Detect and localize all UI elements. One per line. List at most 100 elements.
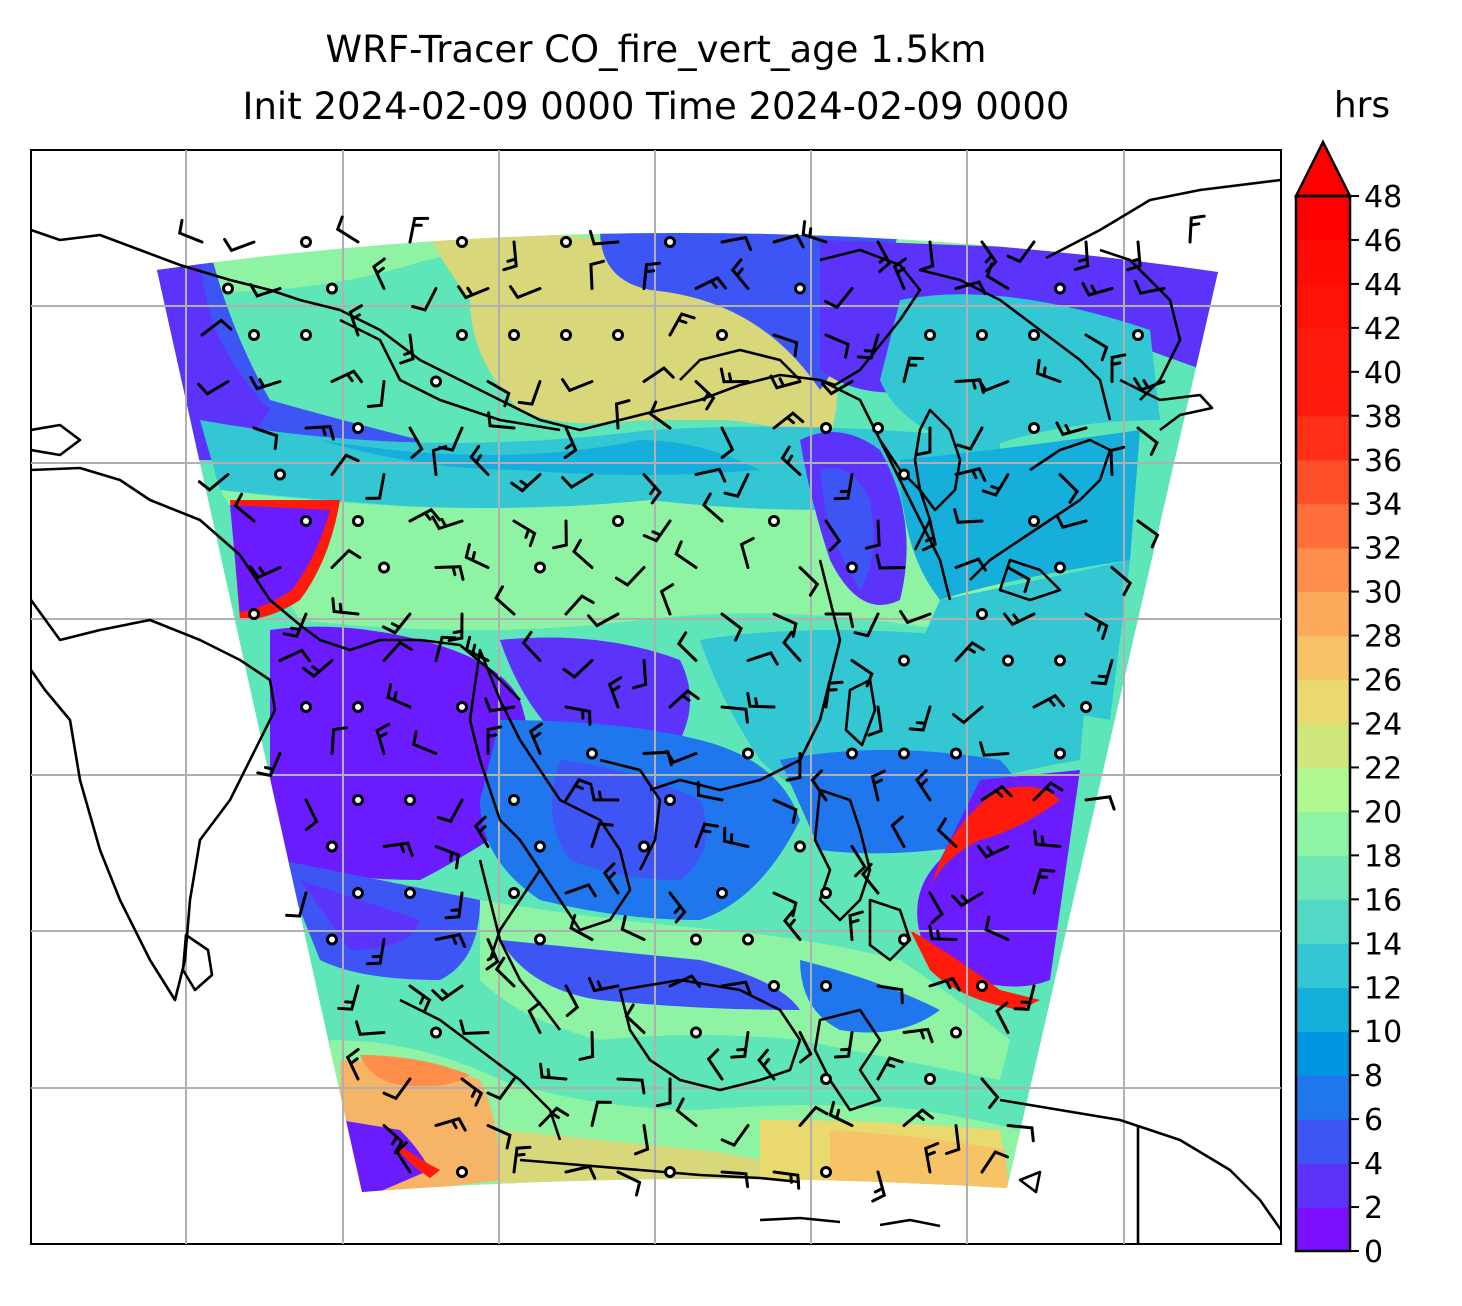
wind-barb xyxy=(249,565,282,580)
calm-wind-circle xyxy=(534,840,546,853)
colorbar-swatch xyxy=(1296,327,1350,373)
wind-barb xyxy=(834,1031,854,1059)
wind-barb xyxy=(642,366,675,383)
wind-barb xyxy=(902,1027,934,1044)
wind-barb xyxy=(178,218,204,244)
wind-barb xyxy=(382,1124,404,1155)
calm-wind-circle xyxy=(924,1073,936,1085)
calm-wind-circle xyxy=(586,747,598,760)
wind-barb xyxy=(1133,279,1166,295)
wind-barb xyxy=(431,984,464,1002)
wind-barb xyxy=(348,304,363,337)
colorbar-swatch xyxy=(1296,591,1350,637)
wind-barb xyxy=(694,467,727,483)
wind-barb xyxy=(871,1170,887,1203)
wind-barb xyxy=(785,752,802,782)
wind-barb xyxy=(902,356,925,383)
wind-barb xyxy=(720,1124,750,1147)
calm-wind-circle xyxy=(1054,654,1066,667)
calm-wind-circle xyxy=(430,375,442,388)
calm-wind-circle xyxy=(378,561,390,574)
calm-wind-circle xyxy=(716,887,728,899)
colorbar-swatch xyxy=(1296,547,1350,593)
calm-wind-circle xyxy=(664,1166,676,1178)
wind-barb xyxy=(746,691,776,709)
wind-barb xyxy=(979,741,1010,757)
wind-barb xyxy=(561,473,594,490)
wind-barb xyxy=(1188,214,1206,244)
wind-barb xyxy=(899,609,932,625)
wind-barb xyxy=(590,822,614,848)
wind-barb xyxy=(408,984,432,1014)
wind-barb xyxy=(833,473,854,501)
wind-barb xyxy=(589,259,605,290)
wind-barb xyxy=(772,333,799,358)
wind-barb xyxy=(412,730,438,755)
wind-barb xyxy=(772,411,805,430)
wind-barb xyxy=(200,318,233,337)
wind-barb xyxy=(564,984,580,1017)
calm-wind-circle xyxy=(1080,701,1092,713)
wind-barb xyxy=(587,977,620,993)
wind-barb xyxy=(434,565,465,581)
wind-barb xyxy=(720,980,752,996)
wind-barb xyxy=(1006,240,1036,264)
wind-barb xyxy=(602,862,620,895)
wind-barb xyxy=(824,612,855,629)
colorbar-swatch xyxy=(1296,635,1350,681)
colorbar-tick-label: 26 xyxy=(1364,664,1402,699)
wind-barb xyxy=(1110,353,1127,383)
colorbar-swatch xyxy=(1296,811,1350,856)
wind-barb xyxy=(444,891,464,920)
wind-barb xyxy=(285,891,308,918)
calm-wind-circle xyxy=(820,422,832,434)
wind-barb xyxy=(302,659,334,679)
wind-barb xyxy=(521,630,542,662)
calm-wind-circle xyxy=(326,840,338,853)
wind-barb xyxy=(876,984,904,1005)
wind-barb xyxy=(1003,612,1036,627)
colorbar-ticks: 0246810121416182022242628303234363840424… xyxy=(1350,180,1402,1270)
calm-wind-circle xyxy=(794,282,806,295)
calm-wind-circle xyxy=(820,1166,832,1178)
calm-wind-circle xyxy=(612,515,624,527)
wind-barb xyxy=(821,380,854,396)
wind-barb xyxy=(676,631,698,662)
wind-barb xyxy=(365,473,386,500)
coastlines xyxy=(31,178,1281,1244)
wind-barb xyxy=(578,1031,595,1061)
wind-barb xyxy=(408,507,441,523)
wind-barb xyxy=(1073,240,1090,271)
wind-barb xyxy=(772,1170,801,1190)
wind-barb xyxy=(928,924,958,941)
wind-barb xyxy=(668,312,696,337)
wind-barb xyxy=(953,508,984,524)
calm-wind-circle xyxy=(976,608,988,620)
wind-barb xyxy=(633,1124,650,1156)
colorbar-swatch xyxy=(1296,503,1350,549)
wind-barb xyxy=(828,1100,854,1127)
wind-barb xyxy=(486,380,511,408)
wind-barb xyxy=(914,769,932,802)
wind-barb xyxy=(772,612,798,638)
wind-barb xyxy=(564,1164,597,1180)
wind-barb xyxy=(890,815,906,848)
colorbar-tick-label: 14 xyxy=(1364,927,1402,962)
calm-wind-circle xyxy=(846,747,858,760)
wind-barb xyxy=(1136,426,1159,456)
wind-barb xyxy=(614,566,646,587)
colorbar-tick-label: 12 xyxy=(1364,971,1402,1006)
wind-barb xyxy=(469,445,490,476)
calm-wind-circle xyxy=(456,329,468,341)
calm-wind-circle xyxy=(222,282,234,295)
calm-wind-circle xyxy=(1028,329,1040,341)
wind-barb xyxy=(1081,282,1114,297)
colorbar: 0246810121416182022242628303234363840424… xyxy=(1293,85,1402,1270)
colorbar-tick-label: 36 xyxy=(1364,444,1402,479)
colorbar-tick-label: 10 xyxy=(1364,1015,1402,1050)
colorbar-swatch xyxy=(1296,723,1350,769)
wind-barb xyxy=(860,862,880,895)
wind-barb xyxy=(780,445,802,476)
colorbar-swatch xyxy=(1296,415,1350,461)
colorbar-tick-label: 16 xyxy=(1364,883,1402,918)
